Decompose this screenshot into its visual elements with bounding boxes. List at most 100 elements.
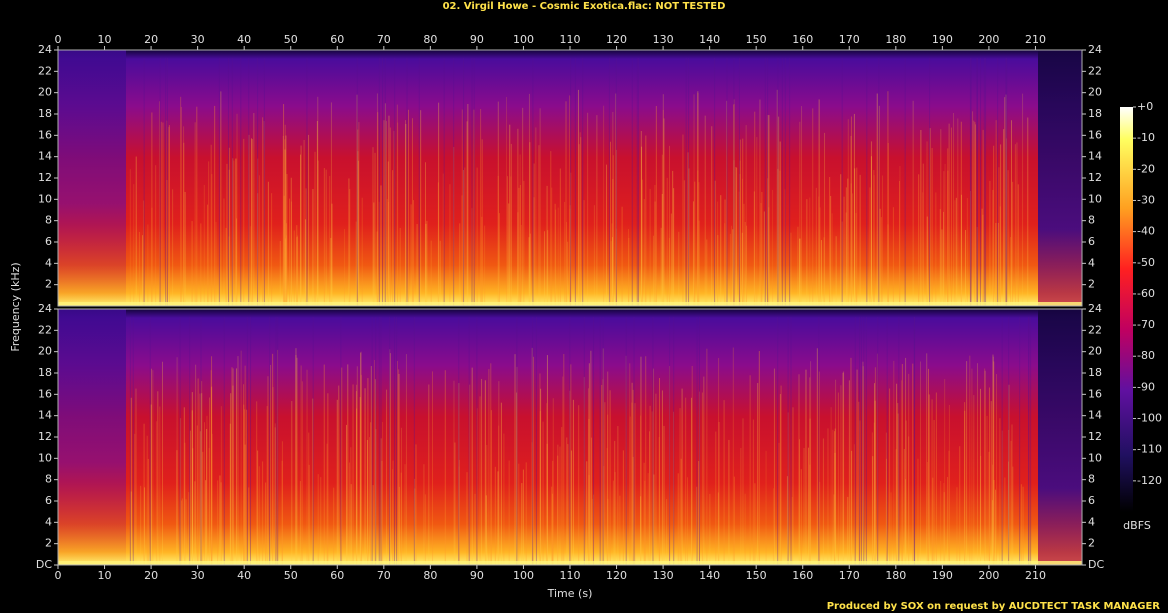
x-tick-label: 190 xyxy=(932,33,953,46)
spectrogram-stripe xyxy=(378,201,380,306)
spectrogram-stripe xyxy=(615,149,617,306)
spectrogram-stripe xyxy=(248,58,250,306)
spectrogram-stripe xyxy=(733,99,735,306)
spectrogram-stripe xyxy=(588,418,590,565)
spectrogram-stripe xyxy=(340,317,342,565)
spectrogram-stripe xyxy=(522,469,524,565)
spectrogram-stripe xyxy=(1016,142,1018,306)
spectrogram-stripe xyxy=(166,58,168,306)
x-tick-label: 60 xyxy=(330,569,344,582)
spectrogram-stripe xyxy=(196,425,198,565)
spectrogram-stripe xyxy=(943,211,945,306)
spectrogram-stripe xyxy=(514,354,516,565)
x-tick-label: 120 xyxy=(606,569,627,582)
spectrogram-stripe xyxy=(301,381,303,565)
spectrogram-stripe xyxy=(718,422,720,565)
spectrogram-stripe xyxy=(583,200,585,306)
spectrogram-stripe xyxy=(375,317,377,565)
spectrogram-stripe xyxy=(947,170,949,306)
spectrogram-stripe xyxy=(935,192,937,306)
spectrogram-stripe xyxy=(405,123,407,306)
spectrogram-stripe xyxy=(498,381,500,565)
spectrogram-stripe xyxy=(346,424,348,565)
spectrogram-stripe xyxy=(423,464,425,565)
spectrogram-stripe xyxy=(209,397,211,565)
spectrogram-stripe xyxy=(818,196,820,306)
spectrogram-stripe xyxy=(847,496,849,565)
spectrogram-stripe xyxy=(476,167,478,306)
spectrogram-stripe xyxy=(415,444,417,565)
spectrogram-stripe xyxy=(607,414,609,565)
spectrogram-stripe xyxy=(593,205,595,306)
spectrogram-stripe xyxy=(874,400,876,565)
colorbar-tick-label: -60 xyxy=(1137,287,1155,300)
x-tick-label: 200 xyxy=(978,33,999,46)
spectrogram-stripe xyxy=(225,227,227,306)
x-tick-label: 80 xyxy=(423,569,437,582)
spectrogram-stripe xyxy=(143,58,145,306)
spectrogram-stripe xyxy=(405,354,407,565)
spectrogram-stripe xyxy=(535,127,537,306)
spectrogram-stripe xyxy=(490,363,492,565)
spectrogram-stripe xyxy=(645,356,647,565)
spectrogram-stripe xyxy=(466,121,468,306)
x-tick-label: 60 xyxy=(330,33,344,46)
spectrogram-stripe xyxy=(841,221,843,306)
spectrogram-stripe xyxy=(643,462,645,565)
spectrogram-stripe xyxy=(753,191,755,306)
spectrogram-stripe xyxy=(352,384,354,565)
spectrogram-fade xyxy=(1038,50,1082,306)
spectrogram-stripe xyxy=(246,409,248,565)
spectrogram-stripe xyxy=(180,96,182,306)
spectrogram-stripe xyxy=(660,227,662,306)
spectrogram-stripe xyxy=(645,135,647,306)
spectrogram-stripe xyxy=(607,371,609,565)
spectrogram-stripe xyxy=(1022,93,1024,306)
spectrogram-stripe xyxy=(413,317,415,565)
spectrogram-stripe xyxy=(577,89,579,306)
spectrogram-stripe xyxy=(890,492,892,565)
spectrogram-stripe xyxy=(773,368,775,565)
spectrogram-stripe xyxy=(389,317,391,565)
spectrogram-stripe xyxy=(943,171,945,306)
spectrogram-stripe xyxy=(453,380,455,565)
spectrogram-stripe xyxy=(778,116,780,306)
spectrogram-stripe xyxy=(503,433,505,565)
spectrogram-stripe xyxy=(159,58,161,306)
spectrogram-stripe xyxy=(557,455,559,565)
spectrogram-stripe xyxy=(132,317,134,565)
spectrogram-stripe xyxy=(546,443,548,565)
spectrogram-stripe xyxy=(394,58,396,306)
spectrogram-stripe xyxy=(378,317,380,565)
spectrogram-stripe xyxy=(228,169,230,306)
spectrogram-stripe xyxy=(210,370,212,565)
spectrogram-stripe xyxy=(641,179,643,306)
spectrogram-stripe xyxy=(370,366,372,565)
spectrogram-stripe xyxy=(777,168,779,306)
spectrogram-stripe xyxy=(293,230,295,306)
spectrogram-stripe xyxy=(587,112,589,306)
spectrogram-stripe xyxy=(183,142,185,306)
spectrogram-stripe xyxy=(918,174,920,306)
spectrogram-stripe xyxy=(284,149,286,306)
spectrogram-stripe xyxy=(284,124,286,306)
spectrogram-stripe xyxy=(149,317,151,565)
y-tick-label: 2 xyxy=(1088,278,1095,291)
spectrogram-stripe xyxy=(964,402,966,565)
spectrogram-stripe xyxy=(330,102,332,307)
spectrogram-stripe xyxy=(381,460,383,565)
spectrogram-stripe xyxy=(533,197,535,306)
spectrogram-stripe xyxy=(152,370,154,565)
spectrogram-stripe xyxy=(926,141,928,306)
spectrogram-stripe xyxy=(860,317,862,565)
spectrogram-stripe xyxy=(858,401,860,565)
spectrogram-stripe xyxy=(1011,424,1013,565)
x-tick-label: 120 xyxy=(606,33,627,46)
spectrogram-fade xyxy=(1038,309,1082,565)
spectrogram-stripe xyxy=(382,58,384,306)
spectrogram-stripe xyxy=(296,357,298,565)
spectrogram-stripe xyxy=(471,367,473,565)
spectrogram-stripe xyxy=(940,480,942,565)
spectrogram-stripe xyxy=(739,174,741,306)
spectrogram-stripe xyxy=(165,58,167,306)
